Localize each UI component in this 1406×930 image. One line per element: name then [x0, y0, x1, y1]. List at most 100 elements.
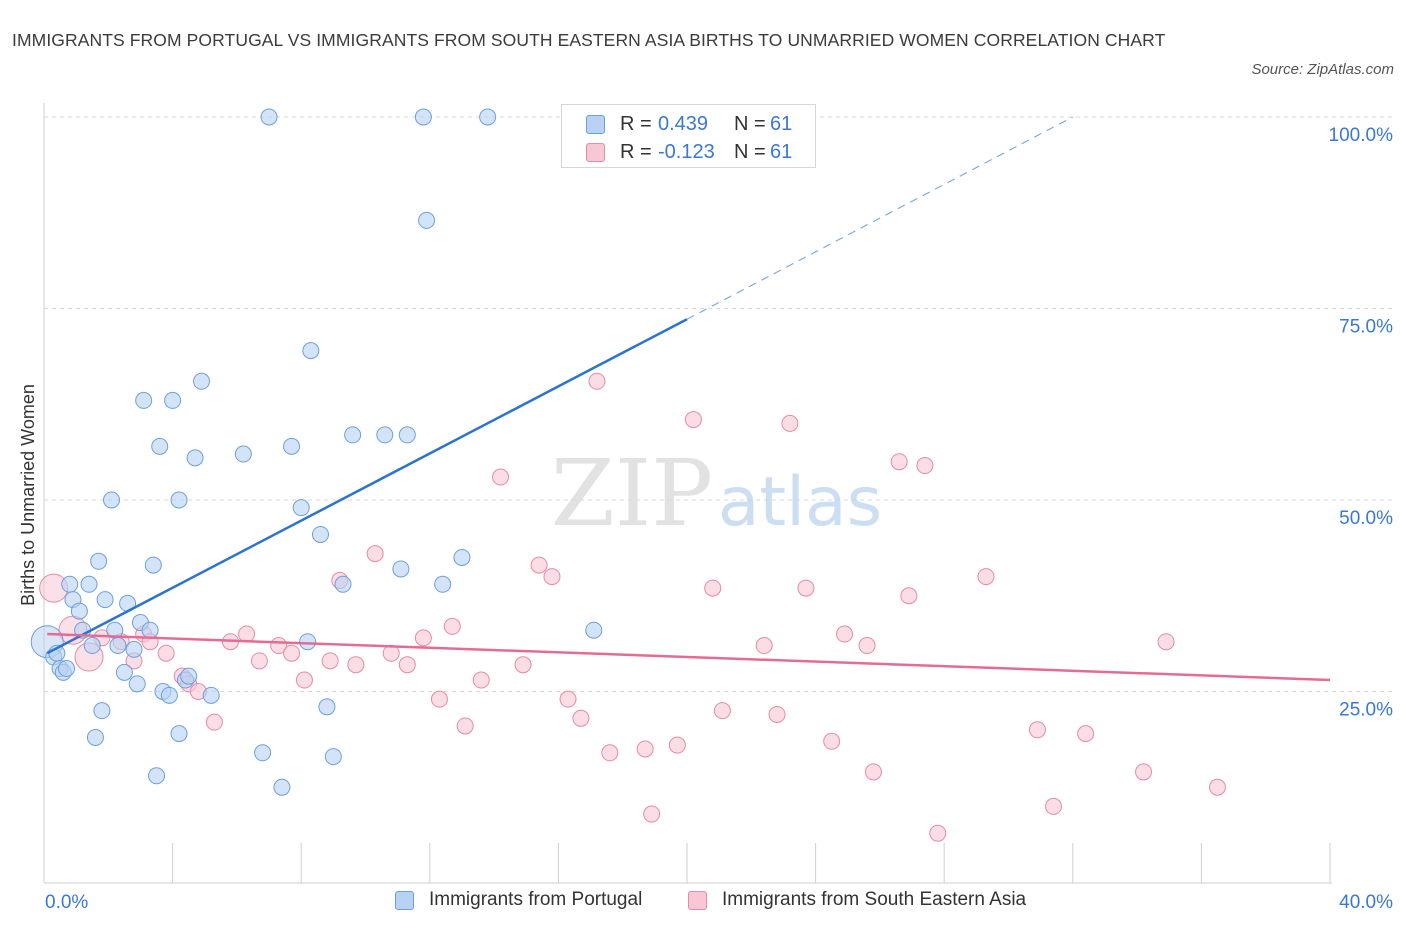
point-sea [572, 709, 590, 727]
point-sea [250, 652, 268, 670]
point-sea [977, 568, 995, 586]
point-portugal [80, 575, 98, 593]
point-portugal [93, 702, 111, 720]
point-portugal [376, 426, 394, 444]
point-sea [205, 713, 223, 731]
point-sea [456, 717, 474, 735]
point-sea [492, 468, 510, 486]
legend-swatch-sea [586, 143, 605, 162]
point-portugal [141, 621, 159, 639]
point-sea [1208, 778, 1226, 796]
point-sea [864, 763, 882, 781]
legend-label-sea: Immigrants from South Eastern Asia [722, 889, 1027, 910]
point-sea [238, 625, 256, 643]
point-sea [823, 732, 841, 750]
point-portugal [103, 491, 121, 509]
legend-swatch-sea [688, 891, 707, 910]
legend-swatch-portugal [586, 115, 605, 134]
point-sea [514, 656, 532, 674]
point-portugal [273, 778, 291, 796]
point-portugal [148, 767, 166, 785]
point-sea [443, 617, 461, 635]
point-sea [836, 625, 854, 643]
point-portugal [61, 575, 79, 593]
legend-r-value: -0.123 [658, 141, 715, 163]
point-portugal [234, 445, 252, 463]
point-sea [900, 587, 918, 605]
point-sea [916, 457, 934, 475]
point-sea [430, 690, 448, 708]
point-portugal [324, 748, 342, 766]
point-portugal [186, 449, 204, 467]
point-sea [295, 671, 313, 689]
legend-r-value: 0.439 [658, 113, 709, 135]
legend-r-label: R = [620, 141, 652, 163]
point-portugal [434, 575, 452, 593]
gridlines [44, 116, 1392, 692]
point-portugal [254, 744, 272, 762]
point-sea [768, 705, 786, 723]
point-sea [781, 414, 799, 432]
point-sea [588, 372, 606, 390]
point-sea [472, 671, 490, 689]
x-tick-label: 0.0% [45, 892, 88, 913]
point-sea [321, 652, 339, 670]
point-portugal [58, 660, 76, 678]
point-portugal [585, 621, 603, 639]
point-portugal [334, 575, 352, 593]
axes [43, 103, 1332, 884]
y-tick-label: 50.0% [1339, 508, 1393, 529]
point-portugal [283, 437, 301, 455]
point-portugal [86, 728, 104, 746]
point-portugal [96, 591, 114, 609]
point-sea [643, 805, 661, 823]
point-sea [684, 411, 702, 429]
point-portugal [83, 637, 101, 655]
legend-label-portugal: Immigrants from Portugal [429, 889, 643, 910]
point-portugal [193, 372, 211, 390]
point-portugal [398, 426, 416, 444]
trend-lines [46, 116, 1331, 682]
point-portugal [144, 556, 162, 574]
point-sea [755, 637, 773, 655]
legend-n-label: N = [734, 113, 766, 135]
point-sea [1157, 633, 1175, 651]
point-sea [283, 644, 301, 662]
trend-line-sea [47, 632, 1331, 682]
point-portugal [109, 637, 127, 655]
point-portugal [260, 108, 278, 126]
point-portugal [70, 602, 88, 620]
point-portugal [418, 211, 436, 229]
point-sea [1077, 725, 1095, 743]
point-sea [543, 568, 561, 586]
point-portugal [318, 698, 336, 716]
trend-line-portugal-extension [686, 116, 1074, 320]
point-portugal [90, 552, 108, 570]
y-tick-label: 100.0% [1329, 125, 1394, 146]
point-portugal [164, 391, 182, 409]
point-sea [1028, 721, 1046, 739]
point-portugal [299, 633, 317, 651]
watermark-atlas: atlas [718, 463, 882, 542]
point-sea [366, 545, 384, 563]
watermark-zip: ZIP [551, 440, 713, 547]
point-sea [636, 740, 654, 758]
point-sea [713, 702, 731, 720]
legend-n-value: 61 [770, 113, 793, 135]
point-portugal [180, 667, 198, 685]
point-sea [398, 656, 416, 674]
point-sea [347, 656, 365, 674]
point-sea [929, 824, 947, 842]
point-portugal [311, 525, 329, 543]
point-portugal [170, 725, 188, 743]
watermark: ZIP atlas [551, 440, 882, 547]
point-sea [890, 453, 908, 471]
point-sea [1135, 763, 1153, 781]
chart-title: IMMIGRANTS FROM PORTUGAL VS IMMIGRANTS F… [12, 30, 1166, 50]
point-sea [530, 556, 548, 574]
point-portugal [302, 342, 320, 360]
point-sea [414, 629, 432, 647]
legend-n-value: 61 [770, 141, 793, 163]
point-portugal [170, 491, 188, 509]
